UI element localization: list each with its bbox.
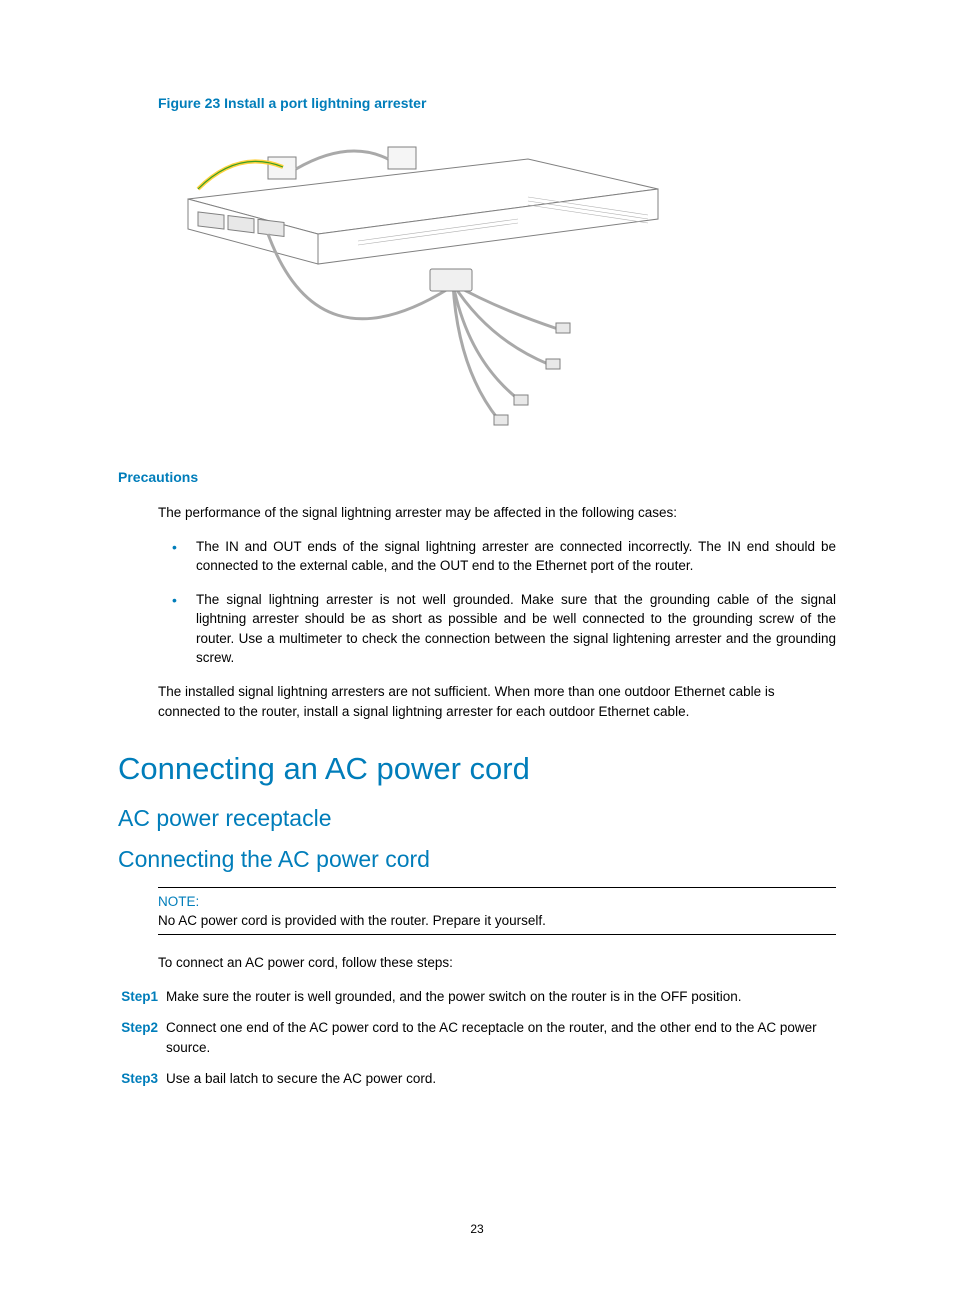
step-text: Use a bail latch to secure the AC power …: [166, 1069, 836, 1089]
section-heading-h2b: Connecting the AC power cord: [118, 846, 836, 873]
step-label: Step1: [118, 987, 166, 1007]
section-heading-h1: Connecting an AC power cord: [118, 751, 836, 787]
note-label: NOTE:: [158, 894, 836, 909]
step-label: Step3: [118, 1069, 166, 1089]
list-item: The signal lightning arrester is not wel…: [158, 590, 836, 668]
precautions-list: The IN and OUT ends of the signal lightn…: [158, 537, 836, 668]
note-text: No AC power cord is provided with the ro…: [158, 913, 836, 928]
step-label: Step2: [118, 1018, 166, 1057]
list-item: The IN and OUT ends of the signal lightn…: [158, 537, 836, 576]
page-number: 23: [0, 1222, 954, 1236]
figure-illustration: [158, 119, 678, 429]
steps-list: Step1 Make sure the router is well groun…: [118, 987, 836, 1089]
precautions-intro: The performance of the signal lightning …: [158, 503, 836, 523]
step-row: Step2 Connect one end of the AC power co…: [118, 1018, 836, 1057]
precautions-heading: Precautions: [118, 469, 836, 485]
figure-caption: Figure 23 Install a port lightning arres…: [158, 95, 836, 111]
precautions-outro: The installed signal lightning arresters…: [158, 682, 836, 721]
step-text: Connect one end of the AC power cord to …: [166, 1018, 836, 1057]
step-row: Step3 Use a bail latch to secure the AC …: [118, 1069, 836, 1089]
section-heading-h2a: AC power receptacle: [118, 805, 836, 832]
steps-intro: To connect an AC power cord, follow thes…: [158, 953, 836, 973]
note-box: NOTE: No AC power cord is provided with …: [158, 887, 836, 935]
step-row: Step1 Make sure the router is well groun…: [118, 987, 836, 1007]
step-text: Make sure the router is well grounded, a…: [166, 987, 836, 1007]
